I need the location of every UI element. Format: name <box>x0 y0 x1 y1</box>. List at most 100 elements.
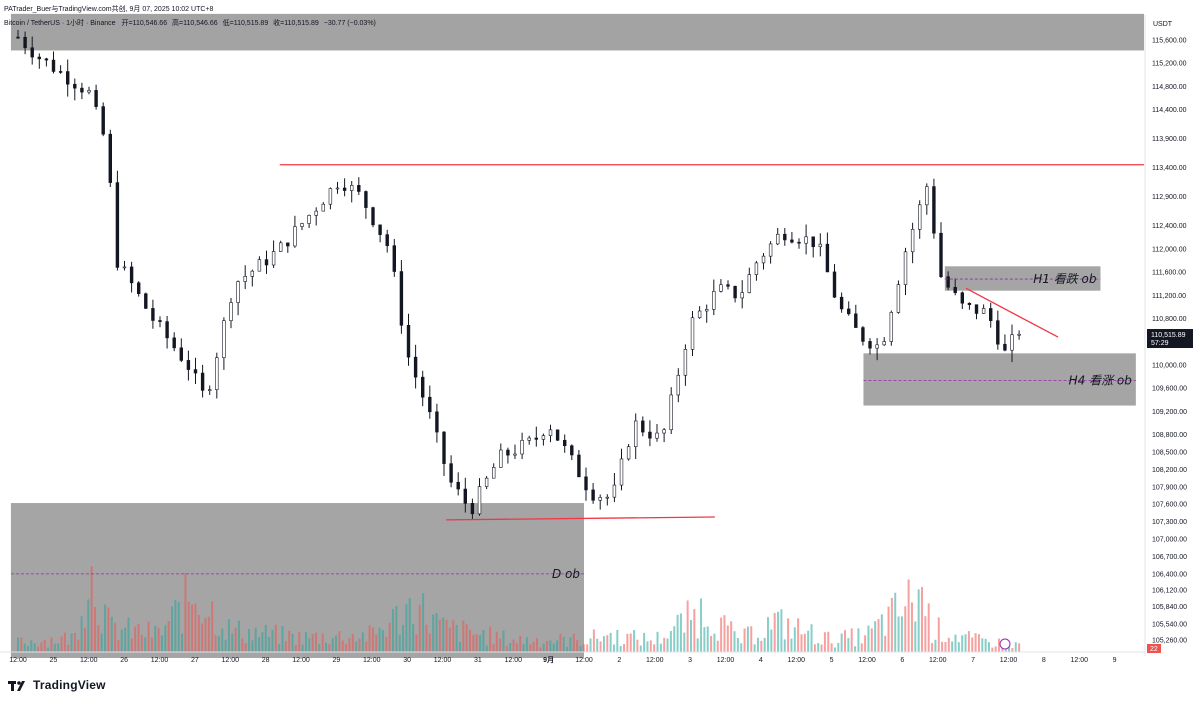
volume-bar <box>740 643 743 652</box>
volume-bar <box>124 627 127 652</box>
volume-bar <box>358 638 361 652</box>
volume-bar <box>522 644 525 652</box>
price-tick-label: 108,200.00 <box>1152 467 1187 474</box>
volume-bar <box>542 643 545 652</box>
candle-body <box>719 284 723 292</box>
candle-body <box>172 337 176 349</box>
volume-bar <box>127 617 130 652</box>
volume-bar <box>726 625 729 652</box>
volume-bar <box>301 644 304 652</box>
candle-body <box>740 292 744 299</box>
volume-bar <box>803 633 806 652</box>
candle-body <box>506 449 510 456</box>
candle-body <box>264 259 269 266</box>
time-tick-label: 25 <box>49 657 57 664</box>
volume-bar <box>676 614 679 652</box>
volume-bar <box>469 629 472 652</box>
volume-bar <box>187 601 190 652</box>
time-tick-label: 7 <box>971 657 975 664</box>
volume-bar <box>854 646 857 652</box>
volume-bar <box>800 634 803 652</box>
price-tick-label: 110,800.00 <box>1152 316 1187 323</box>
volume-bar <box>120 629 123 652</box>
price-tick-label: 113,900.00 <box>1152 136 1187 143</box>
volume-bar <box>140 634 143 652</box>
volume-bar <box>998 638 1001 652</box>
volume-bar <box>20 637 23 652</box>
volume-bar <box>104 604 107 652</box>
candle-body <box>662 429 666 434</box>
volume-bar <box>877 619 880 652</box>
volume-bar <box>298 631 301 652</box>
volume-bar <box>30 640 33 652</box>
candle-body <box>371 207 375 226</box>
volume-bar <box>321 633 324 652</box>
volume-bar <box>813 644 816 652</box>
volume-bar <box>713 633 716 652</box>
price-tick-label: 107,300.00 <box>1152 519 1187 526</box>
candle-body <box>747 274 752 293</box>
volume-bar <box>67 644 70 652</box>
volume-bar <box>485 645 488 652</box>
volume-bar <box>643 632 646 652</box>
candle-body <box>179 347 184 361</box>
volume-bar <box>649 640 652 652</box>
volume-bar <box>633 630 636 652</box>
time-tick-label: 2 <box>617 657 621 664</box>
volume-bar <box>847 638 850 652</box>
candle-body <box>839 296 844 310</box>
volume-bar <box>50 637 53 652</box>
volume-bar <box>582 644 585 652</box>
volume-bar <box>284 640 287 652</box>
volume-bar <box>693 609 696 652</box>
candle-body <box>357 185 361 192</box>
volume-bar <box>234 627 237 652</box>
tradingview-brand[interactable]: TradingView <box>33 678 106 692</box>
volume-bar <box>23 643 26 652</box>
candle-body <box>378 224 382 235</box>
price-tick-label: 106,400.00 <box>1152 571 1187 578</box>
volume-bar <box>525 637 528 652</box>
volume-bar <box>435 613 438 652</box>
volume-bar <box>70 633 73 652</box>
volume-bar <box>462 620 465 652</box>
volume-bar <box>1011 648 1014 652</box>
volume-bar <box>405 603 408 652</box>
candle-body <box>591 489 595 501</box>
candle-body <box>854 313 858 328</box>
volume-bar <box>251 640 254 652</box>
volume-bar <box>231 633 234 652</box>
volume-bar <box>669 631 672 652</box>
volume-bar <box>90 566 93 652</box>
candle-body <box>570 445 574 456</box>
candle-body <box>1003 343 1007 351</box>
volume-bar <box>221 628 224 652</box>
candles-layer <box>16 29 1021 520</box>
candle-body <box>669 394 673 431</box>
volume-bar <box>706 626 709 652</box>
volume-bar <box>388 622 391 652</box>
volume-bar <box>328 644 331 652</box>
volume-bar <box>616 629 619 652</box>
volume-bar <box>499 638 502 652</box>
candle-body <box>612 484 617 498</box>
symbol-label[interactable]: Bitcoin / TetherUS · 1小时 · Binance <box>4 20 116 27</box>
volume-bar <box>606 635 609 652</box>
volume-bar <box>258 636 261 652</box>
volume-bar <box>291 633 294 652</box>
candle-body <box>818 243 823 248</box>
trend-lines-layer <box>279 164 1144 521</box>
candle-body <box>768 243 773 257</box>
volume-bar <box>194 603 197 652</box>
volume-bar <box>458 641 461 652</box>
candle-body <box>165 321 169 339</box>
tradingview-logo-icon <box>8 679 28 691</box>
volume-bar <box>609 632 612 652</box>
volume-bar <box>636 639 639 652</box>
volume-bar <box>207 616 210 652</box>
volume-bar <box>47 647 50 652</box>
volume-bar <box>629 633 632 652</box>
volume-bar <box>197 615 200 652</box>
candle-body <box>321 203 326 212</box>
